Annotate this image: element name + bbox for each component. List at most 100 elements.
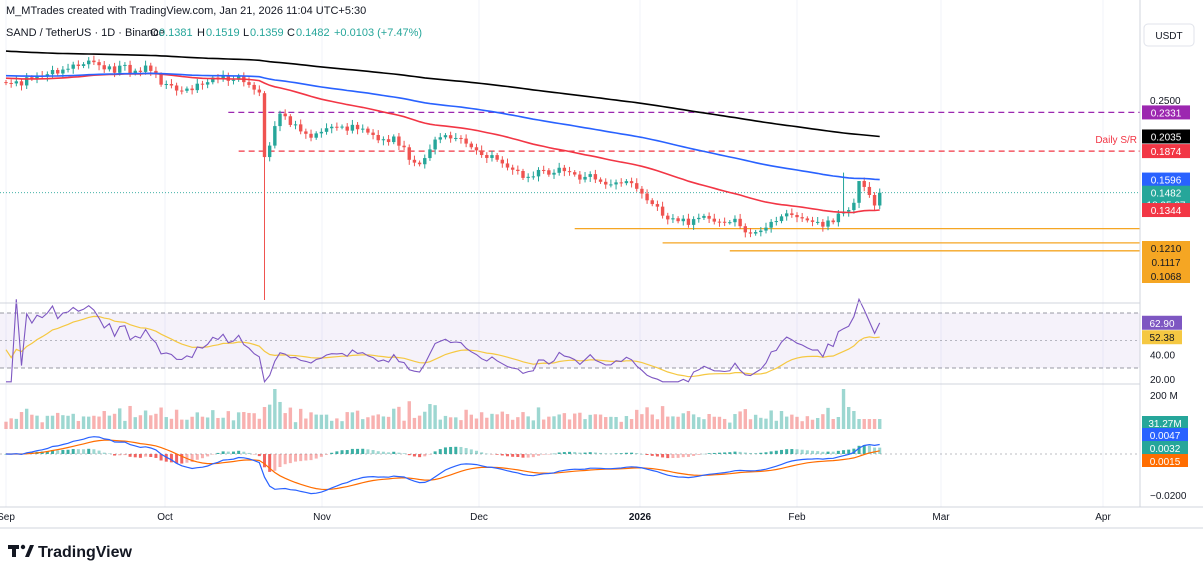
volume-bar: [231, 420, 236, 429]
candle: [753, 232, 758, 234]
price-badge-label: 0.1482: [1151, 189, 1182, 200]
candle: [836, 213, 841, 223]
candle: [847, 210, 851, 212]
candle: [278, 113, 282, 127]
macd-histogram-bar: [371, 450, 375, 454]
volume-bar: [717, 416, 722, 429]
candle: [867, 186, 872, 195]
candle: [862, 181, 866, 187]
volume-bar: [35, 415, 39, 429]
macd-histogram-bar: [195, 454, 199, 460]
volume-bar: [790, 414, 794, 429]
volume-bar: [573, 413, 577, 429]
volume-bar: [195, 412, 199, 429]
candle: [376, 135, 380, 141]
volume-bar: [521, 412, 525, 429]
macd-histogram-bar: [867, 445, 871, 454]
macd-histogram-bar: [516, 454, 520, 457]
candle: [185, 88, 189, 91]
volume-bar: [293, 422, 298, 429]
rsi-value-badge-label: 62.90: [1149, 319, 1174, 330]
volume-bar: [505, 414, 510, 429]
candle: [878, 192, 882, 206]
volume-bar: [578, 412, 582, 429]
candle: [417, 162, 422, 165]
candle: [9, 82, 13, 84]
candle: [655, 204, 660, 207]
low-value: 0.1359: [250, 27, 284, 39]
candle: [330, 126, 334, 129]
candle: [443, 135, 448, 138]
candle: [526, 176, 530, 178]
candle: [366, 128, 370, 133]
volume-bar: [490, 413, 494, 429]
rsi-value-badge: [1142, 315, 1182, 330]
volume-bar: [862, 419, 866, 429]
candle: [76, 64, 81, 66]
volume-bar: [681, 413, 685, 429]
volume-bar: [743, 409, 748, 429]
volume-bar: [9, 418, 13, 429]
x-tick-label: 2026: [629, 512, 652, 523]
volume-bar: [552, 416, 556, 429]
rsi-ma-line: [5, 315, 880, 378]
candle: [304, 131, 308, 134]
volume-bar: [836, 417, 841, 429]
volume-bar: [87, 416, 91, 429]
candle: [759, 230, 763, 233]
volume-bar: [733, 414, 737, 429]
volume-bar: [314, 414, 318, 429]
volume-bar: [784, 416, 789, 429]
macd-histogram-bar: [717, 452, 721, 454]
candle: [552, 172, 556, 175]
level-badge-label: 0.1874: [1151, 147, 1182, 158]
volume-bar: [433, 405, 437, 429]
candle: [784, 213, 789, 217]
candle: [19, 81, 24, 86]
candle: [397, 136, 401, 146]
volume-badge-label: 31.27M: [1148, 419, 1181, 430]
candle: [4, 82, 8, 84]
volume-bar: [4, 421, 8, 429]
macd-histogram-bar: [500, 454, 504, 456]
candle: [283, 113, 287, 117]
candle: [159, 74, 163, 85]
candle: [128, 64, 132, 74]
volume-bar: [583, 419, 587, 429]
candle: [190, 88, 194, 91]
macd-histogram-bar: [480, 452, 484, 454]
macd-histogram-bar: [712, 452, 716, 454]
candle: [686, 218, 691, 225]
macd-histogram-bar: [743, 452, 747, 454]
volume-bar: [454, 417, 458, 429]
candle: [614, 182, 618, 185]
macd-histogram-bar: [97, 450, 101, 454]
volume-bar: [464, 409, 468, 429]
macd-histogram-bar: [785, 449, 789, 454]
macd-histogram-bar: [180, 454, 184, 464]
macd-histogram-bar: [542, 454, 546, 455]
macd-histogram-bar: [692, 454, 696, 456]
volume-bar: [50, 415, 55, 429]
macd-histogram-bar: [418, 454, 422, 458]
candle: [97, 62, 101, 66]
volume-bar: [376, 414, 380, 429]
candle: [174, 85, 179, 91]
macd-histogram-bar: [294, 454, 298, 462]
macd-histogram-bar: [231, 451, 235, 454]
volume-bar: [624, 416, 629, 429]
macd-histogram-bar: [790, 449, 794, 454]
candle: [495, 155, 499, 160]
volume-bars: [4, 389, 882, 429]
candle: [598, 179, 603, 182]
candle: [857, 181, 861, 203]
macd-histogram-bar: [216, 452, 220, 454]
currency-button[interactable]: USDT: [1143, 23, 1195, 47]
macd-histogram-bar: [314, 454, 318, 459]
volume-bar: [635, 409, 639, 429]
macd-histogram-bar: [283, 454, 287, 465]
macd-histogram-bar: [774, 450, 778, 454]
candle: [666, 215, 670, 220]
macd-histogram-bar: [852, 448, 856, 454]
volume-bar: [143, 410, 148, 429]
